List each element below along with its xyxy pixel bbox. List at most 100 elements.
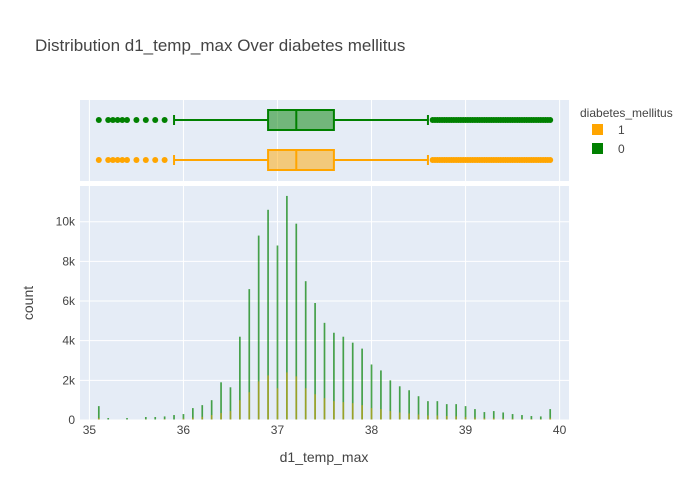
- bar-diabetes-0: [144, 417, 147, 420]
- y-tick-label: 6k: [62, 294, 76, 308]
- bar-diabetes-0: [511, 414, 514, 420]
- bar-diabetes-0: [286, 195, 288, 420]
- bar-diabetes-1: [351, 403, 354, 420]
- bar-diabetes-0: [107, 418, 110, 420]
- outlier-point: [161, 157, 168, 163]
- bar-diabetes-0: [408, 390, 410, 420]
- y-tick-label: 4k: [62, 334, 76, 348]
- bar-diabetes-1: [380, 409, 382, 420]
- bar-diabetes-1: [455, 416, 458, 420]
- legend-item-1[interactable]: 1: [592, 123, 625, 137]
- bar-diabetes-1: [492, 418, 495, 420]
- outlier-point: [119, 157, 126, 163]
- outlier-point: [105, 117, 112, 123]
- outlier-point: [114, 157, 121, 163]
- bar-diabetes-1: [239, 400, 241, 420]
- bar-diabetes-0: [539, 416, 542, 420]
- bar-diabetes-1: [191, 417, 194, 420]
- outlier-point: [109, 157, 116, 163]
- bar-diabetes-1: [257, 381, 260, 420]
- x-axis-ticks: 35 36 37 38 39 40: [83, 423, 567, 437]
- x-tick-label: 37: [271, 423, 285, 437]
- bar-diabetes-0: [417, 396, 420, 420]
- bar-diabetes-0: [342, 336, 345, 420]
- y-tick-label: 2k: [62, 373, 76, 387]
- bar-diabetes-1: [314, 394, 316, 420]
- bar-diabetes-0: [380, 370, 382, 420]
- bar-diabetes-0: [455, 404, 458, 420]
- legend-label-0: 0: [618, 142, 625, 156]
- bar-diabetes-1: [97, 418, 100, 420]
- bar-diabetes-1: [427, 415, 429, 420]
- bar-diabetes-1: [295, 376, 298, 420]
- histogram-bars: [80, 195, 569, 421]
- bar-diabetes-1: [286, 372, 288, 420]
- legend-title: diabetes_mellitus: [580, 106, 673, 120]
- bar-diabetes-1: [370, 408, 373, 420]
- bar-diabetes-0: [97, 406, 100, 420]
- y-axis-ticks: 0 2k 4k 6k 8k 10k: [56, 215, 76, 427]
- y-axis-label: count: [20, 286, 36, 320]
- legend-swatch-0: [592, 143, 603, 154]
- bar-diabetes-1: [549, 417, 552, 420]
- bar-diabetes-0: [521, 415, 523, 420]
- x-axis-label: d1_temp_max: [280, 449, 369, 465]
- bar-diabetes-1: [464, 417, 467, 420]
- bar-diabetes-0: [257, 235, 260, 420]
- outlier-point: [547, 117, 554, 123]
- legend-label-1: 1: [618, 123, 625, 137]
- bar-diabetes-0: [398, 386, 401, 420]
- bar-diabetes-0: [182, 414, 185, 420]
- outlier-point: [142, 157, 149, 163]
- outlier-point: [547, 157, 554, 163]
- bar-diabetes-0: [210, 400, 213, 420]
- bar-diabetes-0: [445, 404, 448, 420]
- bar-diabetes-1: [333, 401, 335, 420]
- outlier-point: [133, 117, 140, 123]
- bar-diabetes-0: [276, 245, 279, 420]
- bar-diabetes-0: [333, 332, 335, 420]
- bar-diabetes-1: [220, 413, 222, 420]
- bar-diabetes-1: [267, 375, 269, 420]
- bar-diabetes-0: [323, 322, 326, 420]
- x-tick-label: 38: [365, 423, 379, 437]
- bar-diabetes-1: [483, 418, 486, 420]
- outlier-point: [133, 157, 140, 163]
- legend-swatch-1: [592, 124, 603, 135]
- bar-diabetes-0: [474, 409, 476, 420]
- bar-diabetes-1: [248, 392, 251, 420]
- outlier-point: [152, 117, 159, 123]
- outlier-point: [109, 117, 116, 123]
- bar-diabetes-0: [492, 411, 495, 420]
- x-tick-label: 35: [83, 423, 97, 437]
- x-tick-label: 36: [177, 423, 191, 437]
- bar-diabetes-1: [436, 415, 439, 420]
- bar-diabetes-1: [182, 418, 185, 420]
- outlier-point: [114, 117, 121, 123]
- bar-diabetes-1: [342, 402, 345, 420]
- bar-diabetes-0: [361, 348, 363, 420]
- bar-diabetes-0: [436, 401, 439, 420]
- outlier-point: [152, 157, 159, 163]
- bar-diabetes-0: [314, 303, 316, 420]
- x-tick-label: 39: [459, 423, 473, 437]
- chart-title: Distribution d1_temp_max Over diabetes m…: [35, 36, 405, 55]
- bar-diabetes-1: [511, 418, 514, 420]
- bar-diabetes-0: [201, 405, 204, 420]
- bar-diabetes-0: [464, 406, 467, 420]
- bar-diabetes-0: [389, 380, 392, 420]
- bar-diabetes-0: [370, 364, 373, 420]
- bar-diabetes-0: [502, 412, 505, 420]
- legend-item-0[interactable]: 0: [592, 142, 625, 156]
- bar-diabetes-1: [398, 412, 401, 420]
- outlier-point: [105, 157, 112, 163]
- outlier-point: [124, 117, 131, 123]
- bar-diabetes-1: [276, 388, 279, 420]
- bar-diabetes-1: [323, 398, 326, 420]
- y-tick-label: 0: [68, 413, 75, 427]
- outlier-point: [95, 157, 102, 163]
- outlier-point: [142, 117, 149, 123]
- bar-diabetes-0: [304, 281, 307, 420]
- bar-diabetes-1: [408, 413, 410, 420]
